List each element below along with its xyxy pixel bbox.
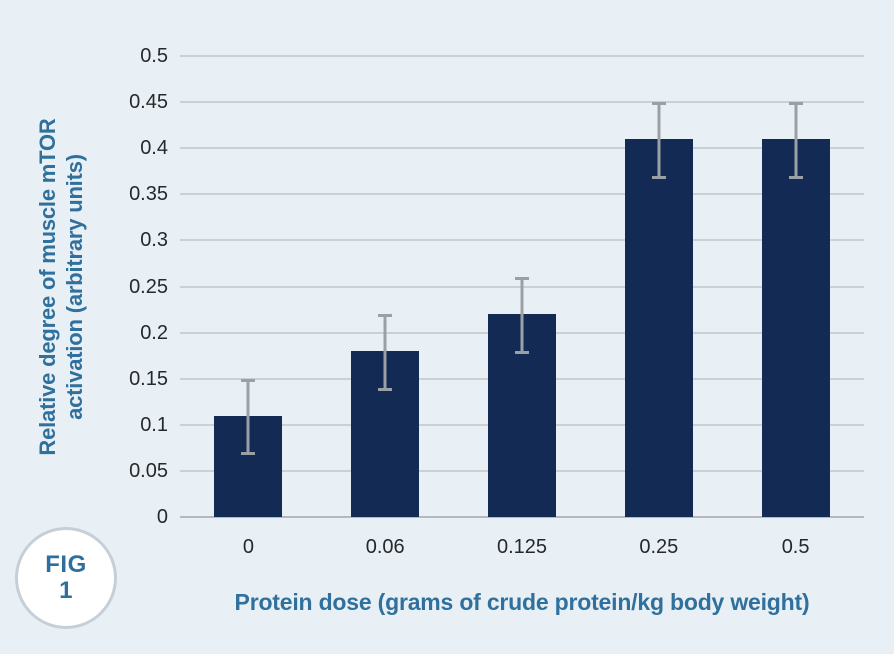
x-tick-label: 0.06 [365,536,405,558]
y-tick-label: 0.35 [129,183,168,206]
gridline [180,101,864,104]
error-bar [241,378,256,456]
y-tick-label: 0.5 [140,45,168,67]
figure-badge-number: 1 [59,577,73,604]
gridline [180,147,864,150]
error-bar [515,277,529,355]
figure-badge: FIG 1 [15,527,117,629]
error-bar-stem [383,314,387,391]
error-bar-stem [246,378,250,456]
y-tick-label: 0.25 [129,275,168,298]
x-axis-baseline [180,516,864,518]
x-tick-label: 0 [242,536,254,558]
error-bar-stem [657,102,661,179]
x-tick-label: 0.5 [781,536,810,558]
bar [761,138,830,517]
gridline [180,55,864,57]
error-bar-stem [520,277,524,355]
y-tick-label: 0.3 [140,229,168,252]
error-bar [651,102,666,179]
y-tick-label: 0.1 [140,413,168,436]
y-tick-label: 0.05 [129,459,168,482]
y-tick-label: 0.4 [140,137,168,160]
error-bar-stem [794,102,798,179]
y-tick-label: 0.15 [129,367,168,390]
y-tick-label: 0 [156,506,168,528]
y-tick-label: 0.45 [129,91,168,114]
y-tick-label: 0.2 [140,321,168,344]
gridline [180,239,864,242]
figure-badge-label: FIG [45,551,87,579]
gridline [180,193,864,196]
bar [624,138,693,517]
error-bar [788,102,803,179]
x-tick-label: 0.25 [639,536,679,558]
error-bar [378,314,393,391]
x-tick-label: 0.125 [496,536,548,558]
x-axis-title: Protein dose (grams of crude protein/kg … [234,589,810,615]
